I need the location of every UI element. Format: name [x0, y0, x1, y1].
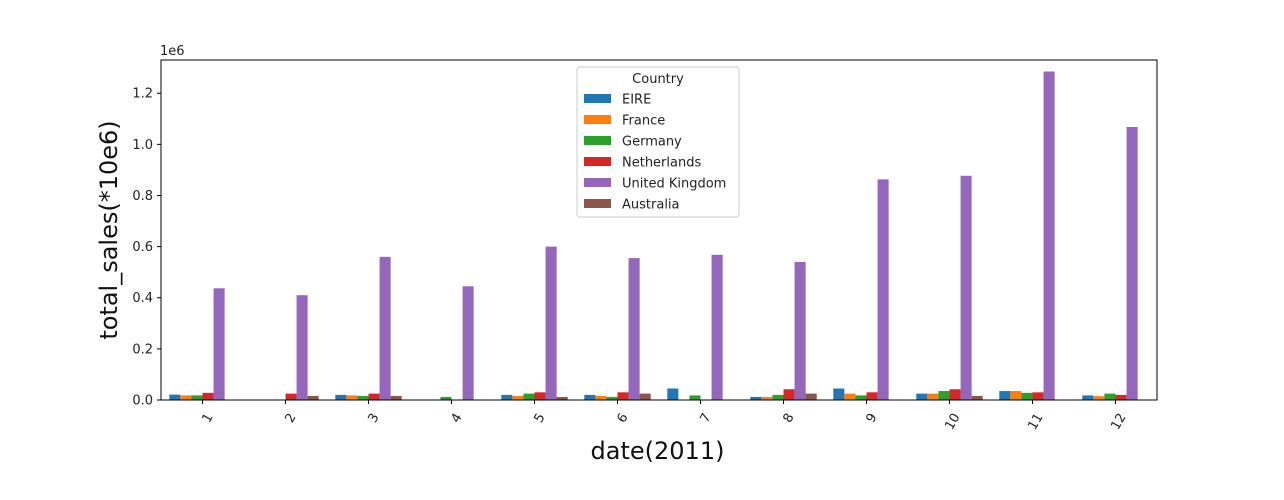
legend: Country EIRE France Germany Netherlands Unit… [576, 66, 740, 218]
x-tick-label: 12 [1108, 411, 1129, 433]
y-tick-label: 0.8 [132, 189, 153, 204]
bar-australia-3 [390, 395, 402, 400]
x-tick-label: 3 [365, 411, 382, 426]
x-tick-label: 11 [1025, 411, 1046, 433]
legend-swatch-germany [584, 136, 611, 145]
x-tick-label: 9 [863, 411, 880, 426]
bar-germany-8 [772, 394, 784, 400]
y-tick-label: 1.2 [132, 87, 153, 102]
bar-united-kingdom-5 [545, 246, 557, 400]
bar-australia-6 [639, 393, 651, 400]
bar-eire-9 [833, 388, 845, 400]
bar-eire-8 [750, 396, 762, 400]
bar-netherlands-2 [285, 393, 297, 400]
x-tick-label: 2 [282, 411, 299, 426]
bar-germany-5 [523, 393, 535, 400]
legend-label-germany: Germany [622, 135, 682, 150]
bar-germany-9 [855, 395, 867, 400]
bar-united-kingdom-4 [462, 286, 474, 400]
bar-netherlands-8 [783, 389, 795, 400]
legend-label-eire: EIRE [622, 93, 651, 108]
x-tick-label: 5 [531, 411, 548, 426]
bar-eire-3 [335, 394, 347, 400]
x-tick-label: 8 [780, 411, 797, 426]
x-tick-label: 1 [199, 411, 216, 426]
bar-netherlands-12 [1115, 394, 1127, 400]
bar-germany-10 [938, 391, 950, 400]
bar-eire-5 [501, 394, 513, 400]
bar-united-kingdom-6 [628, 258, 640, 400]
bar-france-5 [512, 395, 524, 400]
bar-france-9 [844, 393, 856, 400]
y-tick-label: 0.6 [132, 240, 153, 255]
bar-france-11 [1010, 391, 1022, 400]
bar-australia-2 [307, 395, 319, 400]
bar-eire-10 [916, 393, 928, 400]
legend-items: EIRE France Germany Netherlands United Kingd… [584, 93, 726, 213]
bar-eire-1 [169, 394, 181, 400]
bar-australia-10 [971, 395, 983, 400]
bar-united-kingdom-2 [296, 295, 308, 400]
bar-netherlands-3 [368, 393, 380, 400]
bar-germany-12 [1104, 393, 1116, 400]
x-axis-title: date(2011) [591, 437, 725, 465]
bar-australia-8 [805, 393, 817, 400]
bar-germany-11 [1021, 392, 1033, 400]
legend-swatch-united-kingdom [584, 178, 611, 187]
legend-swatch-netherlands [584, 157, 611, 166]
legend-swatch-australia [584, 199, 611, 208]
y-tick-label: 0.4 [132, 291, 153, 306]
bar-germany-1 [191, 395, 203, 400]
bar-france-1 [180, 395, 192, 400]
bar-germany-3 [357, 395, 369, 400]
bars-layer [169, 71, 1138, 400]
legend-label-united-kingdom: United Kingdom [622, 177, 726, 192]
bar-united-kingdom-10 [960, 175, 972, 400]
y-axis-title: total_sales(*10e6) [95, 120, 123, 339]
bar-united-kingdom-1 [213, 288, 225, 400]
y-tick-label: 1.0 [132, 138, 153, 153]
plot-frame [160, 59, 1158, 401]
legend-label-australia: Australia [622, 198, 680, 213]
bar-eire-6 [584, 394, 596, 400]
bar-eire-7 [667, 388, 679, 400]
bar-australia-5 [556, 396, 568, 400]
legend-label-netherlands: Netherlands [622, 156, 701, 171]
bar-eire-11 [999, 391, 1011, 400]
x-tick-label: 4 [448, 411, 465, 426]
bar-france-3 [346, 395, 358, 400]
bar-netherlands-11 [1032, 392, 1044, 400]
x-tick-label: 7 [697, 411, 714, 426]
bar-united-kingdom-8 [794, 261, 806, 400]
y-offset-label: 1e6 [160, 44, 185, 59]
bar-netherlands-5 [534, 392, 546, 400]
bar-eire-12 [1082, 395, 1094, 400]
bar-united-kingdom-3 [379, 256, 391, 400]
x-tick-label: 6 [614, 411, 631, 426]
bar-france-10 [927, 393, 939, 400]
bar-netherlands-1 [202, 392, 214, 400]
bar-germany-7 [689, 395, 701, 400]
y-tick-label: 0.2 [132, 342, 153, 357]
legend-title: Country [632, 72, 684, 87]
legend-swatch-france [584, 115, 611, 124]
bar-germany-4 [440, 396, 452, 400]
bar-netherlands-10 [949, 389, 961, 400]
x-tick-label: 10 [942, 411, 963, 433]
legend-label-france: France [622, 114, 665, 129]
bar-france-8 [761, 396, 773, 400]
bar-netherlands-9 [866, 392, 878, 400]
bar-france-6 [595, 395, 607, 400]
bar-united-kingdom-7 [711, 254, 723, 400]
legend-swatch-eire [584, 94, 611, 103]
bar-netherlands-6 [617, 392, 629, 400]
bar-france-12 [1093, 396, 1105, 400]
bar-germany-6 [606, 396, 618, 400]
bar-united-kingdom-12 [1126, 126, 1138, 400]
legend-frame [576, 66, 740, 218]
y-tick-label: 0.0 [132, 394, 153, 409]
bar-united-kingdom-11 [1043, 71, 1055, 400]
bar-united-kingdom-9 [877, 179, 889, 400]
